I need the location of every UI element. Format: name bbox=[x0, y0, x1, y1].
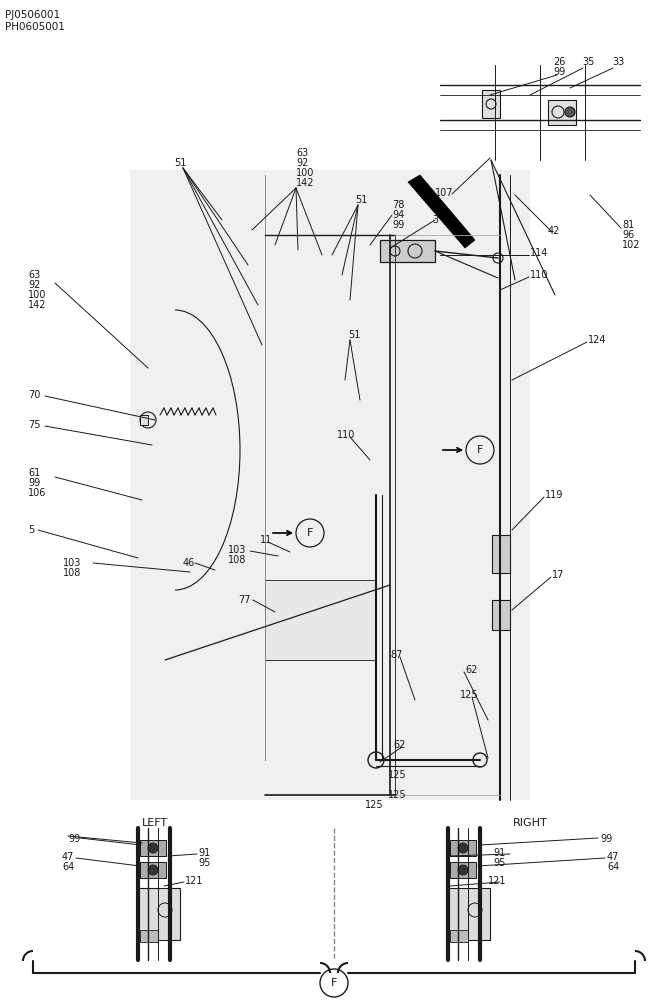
Text: 35: 35 bbox=[582, 57, 595, 67]
Text: 75: 75 bbox=[28, 420, 41, 430]
Text: 51: 51 bbox=[355, 195, 367, 205]
Text: 5: 5 bbox=[28, 525, 34, 535]
Text: 91: 91 bbox=[198, 848, 210, 858]
Text: 99: 99 bbox=[392, 220, 404, 230]
Bar bbox=[138, 888, 180, 940]
Text: 125: 125 bbox=[460, 690, 479, 700]
Text: 100: 100 bbox=[296, 168, 315, 178]
Text: 94: 94 bbox=[392, 210, 404, 220]
Text: 62: 62 bbox=[465, 665, 478, 675]
Text: 114: 114 bbox=[530, 248, 548, 258]
Text: 81: 81 bbox=[622, 220, 634, 230]
Text: 26: 26 bbox=[553, 57, 565, 67]
Text: 99: 99 bbox=[28, 478, 40, 488]
Text: 106: 106 bbox=[28, 488, 46, 498]
Text: 3: 3 bbox=[432, 215, 438, 225]
Text: 64: 64 bbox=[62, 862, 74, 872]
Text: 11: 11 bbox=[260, 535, 273, 545]
Polygon shape bbox=[130, 170, 530, 800]
Bar bbox=[265, 580, 375, 660]
Text: 46: 46 bbox=[183, 558, 195, 568]
Text: 17: 17 bbox=[552, 570, 564, 580]
Text: RIGHT: RIGHT bbox=[512, 818, 547, 828]
Text: 99: 99 bbox=[68, 834, 80, 844]
Text: 124: 124 bbox=[588, 335, 607, 345]
Text: 62: 62 bbox=[393, 740, 405, 750]
Text: 95: 95 bbox=[493, 858, 506, 868]
Text: 91: 91 bbox=[493, 848, 505, 858]
Text: 51: 51 bbox=[174, 158, 186, 168]
Bar bbox=[450, 930, 468, 942]
Text: 61: 61 bbox=[28, 468, 40, 478]
Bar bbox=[140, 840, 166, 856]
Text: 99: 99 bbox=[600, 834, 613, 844]
Text: LEFT: LEFT bbox=[142, 818, 168, 828]
Text: 121: 121 bbox=[488, 876, 506, 886]
Text: 64: 64 bbox=[607, 862, 619, 872]
Bar bbox=[140, 862, 166, 878]
Polygon shape bbox=[408, 175, 475, 248]
Bar bbox=[380, 240, 435, 262]
Circle shape bbox=[565, 107, 575, 117]
Text: F: F bbox=[477, 445, 483, 455]
Circle shape bbox=[148, 865, 158, 875]
Text: 92: 92 bbox=[296, 158, 309, 168]
Bar bbox=[482, 90, 500, 118]
Text: 78: 78 bbox=[392, 200, 404, 210]
Bar bbox=[492, 600, 510, 630]
Text: PH0605001: PH0605001 bbox=[5, 22, 65, 32]
Text: 63: 63 bbox=[28, 270, 40, 280]
Text: 102: 102 bbox=[622, 240, 641, 250]
Bar bbox=[492, 535, 510, 573]
Text: 95: 95 bbox=[198, 858, 210, 868]
Text: 110: 110 bbox=[337, 430, 355, 440]
Bar bbox=[450, 862, 476, 878]
Text: 100: 100 bbox=[28, 290, 46, 300]
Text: 125: 125 bbox=[388, 770, 407, 780]
Text: 47: 47 bbox=[607, 852, 619, 862]
Text: 142: 142 bbox=[296, 178, 315, 188]
Text: F: F bbox=[331, 978, 337, 988]
Text: 87: 87 bbox=[390, 650, 402, 660]
Text: 70: 70 bbox=[28, 390, 40, 400]
Text: 33: 33 bbox=[612, 57, 625, 67]
Text: 119: 119 bbox=[545, 490, 563, 500]
Circle shape bbox=[458, 843, 468, 853]
Text: 110: 110 bbox=[530, 270, 548, 280]
Bar bbox=[140, 415, 148, 425]
Circle shape bbox=[148, 843, 158, 853]
Circle shape bbox=[458, 865, 468, 875]
Text: 108: 108 bbox=[228, 555, 246, 565]
Text: 108: 108 bbox=[63, 568, 81, 578]
Text: 63: 63 bbox=[296, 148, 308, 158]
Text: 125: 125 bbox=[388, 790, 407, 800]
Text: 107: 107 bbox=[435, 188, 454, 198]
Text: 96: 96 bbox=[622, 230, 634, 240]
Bar bbox=[140, 930, 158, 942]
Text: 92: 92 bbox=[28, 280, 40, 290]
Text: F: F bbox=[307, 528, 313, 538]
Text: 121: 121 bbox=[185, 876, 204, 886]
Text: 77: 77 bbox=[238, 595, 250, 605]
Text: 142: 142 bbox=[28, 300, 47, 310]
Text: 47: 47 bbox=[62, 852, 74, 862]
Text: 103: 103 bbox=[63, 558, 81, 568]
Text: 99: 99 bbox=[553, 67, 565, 77]
Text: 42: 42 bbox=[548, 226, 560, 236]
Bar bbox=[450, 840, 476, 856]
Text: 103: 103 bbox=[228, 545, 246, 555]
Bar bbox=[448, 888, 490, 940]
Text: PJ0506001: PJ0506001 bbox=[5, 10, 60, 20]
Text: 51: 51 bbox=[348, 330, 360, 340]
Bar bbox=[548, 100, 576, 125]
Text: 125: 125 bbox=[365, 800, 383, 810]
